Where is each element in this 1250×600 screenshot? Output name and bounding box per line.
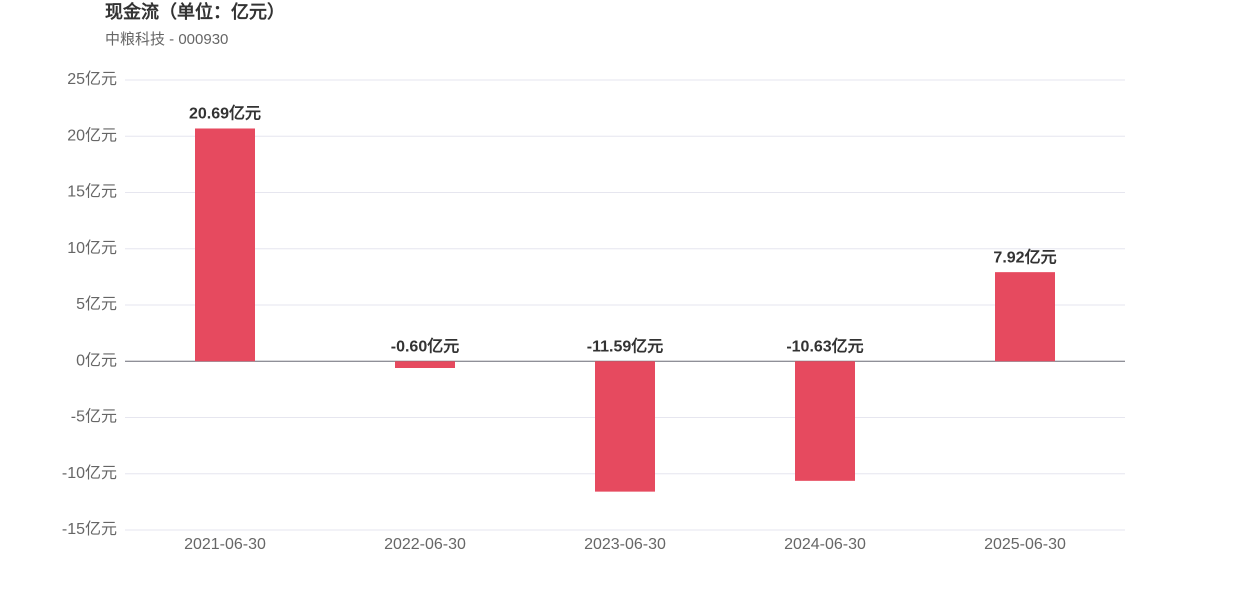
- bar: [595, 361, 655, 492]
- y-tick-label: -15亿元: [62, 520, 117, 538]
- x-tick-label: 2023-06-30: [584, 536, 666, 553]
- bar: [795, 361, 855, 481]
- value-label: -11.59亿元: [587, 336, 664, 355]
- chart-title: 现金流（单位：亿元）: [105, 1, 285, 22]
- value-label: 20.69亿元: [189, 104, 261, 123]
- bar: [195, 128, 255, 362]
- value-label: -0.60亿元: [391, 336, 459, 355]
- bar: [395, 361, 455, 368]
- y-tick-label: 25亿元: [67, 70, 117, 88]
- y-tick-label: 20亿元: [67, 126, 117, 144]
- y-tick-label: 5亿元: [76, 295, 117, 313]
- value-label: 7.92亿元: [993, 247, 1056, 266]
- value-label: -10.63亿元: [786, 336, 863, 355]
- bar: [995, 272, 1055, 362]
- chart-subtitle: 中粮科技 - 000930: [105, 31, 228, 48]
- x-tick-label: 2022-06-30: [384, 536, 466, 553]
- y-tick-label: 10亿元: [67, 239, 117, 257]
- y-tick-label: 0亿元: [76, 351, 117, 369]
- x-tick-label: 2025-06-30: [984, 536, 1066, 553]
- y-tick-label: -10亿元: [62, 464, 117, 482]
- x-tick-label: 2024-06-30: [784, 536, 866, 553]
- x-tick-label: 2021-06-30: [184, 536, 266, 553]
- y-tick-label: -5亿元: [71, 408, 117, 426]
- y-tick-label: 15亿元: [67, 183, 117, 201]
